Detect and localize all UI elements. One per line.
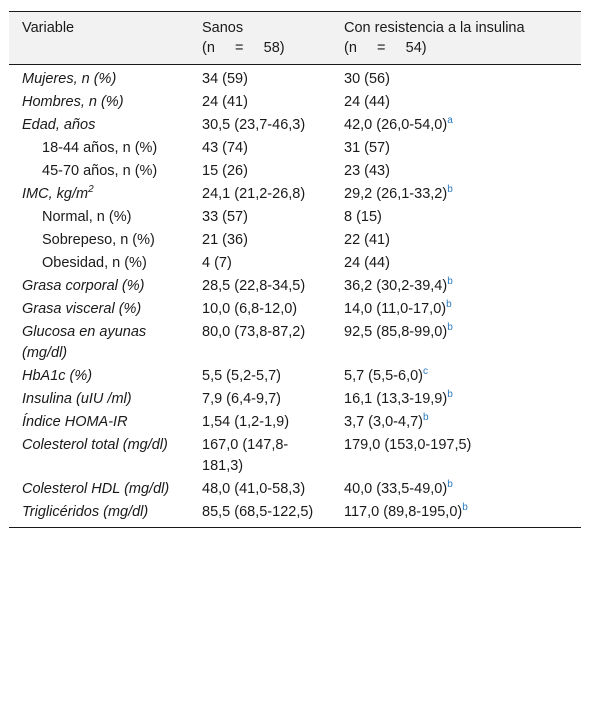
cell-variable: Obesidad, n (%) (42, 255, 147, 271)
cell-resistencia: 5,7 (5,5-6,0)c (344, 366, 428, 384)
cell-sanos: 28,5 (22,8-34,5) (202, 278, 306, 294)
table-row: Sobrepeso, n (%) 21 (36) 22 (41) (9, 229, 581, 252)
footnote-marker[interactable]: b (447, 389, 453, 401)
table-row: Insulina (uIU /ml) 7,9 (6,4-9,7) 16,1 (13,… (9, 388, 581, 411)
cell-resistencia: 31 (57) (344, 140, 390, 156)
cell-variable: Colesterol total (mg/dl) (22, 437, 168, 453)
cell-resistencia: 24 (44) (344, 255, 390, 271)
table-row: Triglicéridos (mg/dl) 85,5 (68,5-122,5) 11… (9, 501, 581, 528)
cell-resistencia: 117,0 (89,8-195,0)b (331, 501, 581, 528)
cell-variable: HbA1c (%) (22, 368, 93, 384)
cell-sanos: 4 (7) (202, 255, 232, 271)
data-table: Variable Sanos (n = 58) Con resistencia … (9, 11, 581, 528)
cell-resistencia: 23 (43) (344, 163, 390, 179)
cell-variable: 18-44 años, n (%) (42, 140, 158, 156)
cell-sanos: 48,0 (41,0-58,3) (202, 481, 306, 497)
cell-sanos: 34 (59) (202, 71, 248, 87)
cell-variable: Mujeres, n (%) (22, 71, 117, 87)
cell-resistencia: 92,5 (85,8-99,0)b (344, 322, 453, 340)
cell-resistencia: 22 (41) (344, 232, 390, 248)
cell-variable: Grasa visceral (%) (22, 301, 142, 317)
header-variable: Variable (9, 11, 189, 65)
cell-resistencia: 24 (44) (344, 94, 390, 110)
table-row: 18-44 años, n (%) 43 (74) 31 (57) (9, 137, 581, 160)
cell-sanos: 15 (26) (202, 163, 248, 179)
cell-variable: Sobrepeso, n (%) (42, 232, 155, 248)
cell-variable: Triglicéridos (mg/dl) (9, 501, 189, 528)
cell-resistencia: 36,2 (30,2-39,4)b (344, 276, 453, 294)
cell-variable: Grasa corporal (%) (22, 278, 145, 294)
data-table-container: Variable Sanos (n = 58) Con resistencia … (9, 11, 581, 528)
footnote-marker[interactable]: b (447, 322, 453, 334)
cell-variable: Índice HOMA-IR (22, 414, 128, 430)
cell-resistencia: 30 (56) (344, 71, 390, 87)
table-header-row: Variable Sanos (n = 58) Con resistencia … (9, 11, 581, 65)
footnote-marker[interactable]: a (447, 115, 453, 127)
footnote-marker[interactable]: b (462, 502, 468, 514)
cell-sanos: 10,0 (6,8-12,0) (202, 301, 298, 317)
cell-variable: Normal, n (%) (42, 209, 132, 225)
cell-variable: Hombres, n (%) (22, 94, 124, 110)
cell-variable: Colesterol HDL (mg/dl) (22, 481, 170, 497)
cell-sanos: 24 (41) (202, 94, 248, 110)
header-sanos: Sanos (n = 58) (189, 11, 331, 65)
cell-resistencia: 179,0 (153,0-197,5) (344, 437, 472, 453)
cell-resistencia: 14,0 (11,0-17,0)b (344, 299, 452, 317)
table-row: Obesidad, n (%) 4 (7) 24 (44) (9, 252, 581, 275)
footnote-marker[interactable]: b (447, 479, 453, 491)
cell-variable: IMC, kg/m2 (22, 184, 94, 202)
header-sanos-n: (n = 58) (202, 40, 285, 56)
cell-resistencia: 16,1 (13,3-19,9)b (344, 389, 453, 407)
cell-sanos: 85,5 (68,5-122,5) (189, 501, 331, 528)
cell-resistencia: 3,7 (3,0-4,7)b (344, 412, 429, 430)
cell-sanos: 7,9 (6,4-9,7) (202, 391, 281, 407)
table-row: Grasa visceral (%) 10,0 (6,8-12,0) 14,0 (1… (9, 298, 581, 321)
table-row: Grasa corporal (%) 28,5 (22,8-34,5) 36,2 (… (9, 275, 581, 298)
table-row: Normal, n (%) 33 (57) 8 (15) (9, 206, 581, 229)
cell-variable: Glucosa en ayunas (mg/dl) (22, 324, 147, 361)
header-resistencia-n: (n = 54) (344, 40, 427, 56)
cell-sanos: 24,1 (21,2-26,8) (202, 186, 306, 202)
table-row: 45-70 años, n (%) 15 (26) 23 (43) (9, 160, 581, 183)
table-row: IMC, kg/m2 24,1 (21,2-26,8) 29,2 (26,1-33,… (9, 183, 581, 206)
cell-variable: 45-70 años, n (%) (42, 163, 158, 179)
table-row: Glucosa en ayunas (mg/dl) 80,0 (73,8-87,2… (9, 321, 581, 365)
footnote-marker[interactable]: c (423, 366, 428, 378)
cell-sanos: 167,0 (147,8-181,3) (202, 437, 289, 474)
cell-resistencia: 42,0 (26,0-54,0)a (344, 115, 453, 133)
cell-resistencia: 40,0 (33,5-49,0)b (344, 479, 453, 497)
table-row: Hombres, n (%) 24 (41) 24 (44) (9, 91, 581, 114)
cell-sanos: 30,5 (23,7-46,3) (202, 117, 306, 133)
footnote-marker[interactable]: b (447, 276, 453, 288)
footnote-marker[interactable]: b (446, 299, 452, 311)
cell-sanos: 1,54 (1,2-1,9) (202, 414, 290, 430)
table-row: Índice HOMA-IR 1,54 (1,2-1,9) 3,7 (3,0-4,7… (9, 411, 581, 434)
cell-sanos: 5,5 (5,2-5,7) (202, 368, 281, 384)
table-row: HbA1c (%) 5,5 (5,2-5,7) 5,7 (5,5-6,0)c (9, 365, 581, 388)
cell-variable: Edad, años (22, 117, 96, 133)
table-body: Mujeres, n (%) 34 (59) 30 (56) Hombres, n (… (9, 65, 581, 528)
table-row: Colesterol HDL (mg/dl) 48,0 (41,0-58,3) 40… (9, 478, 581, 501)
cell-sanos: 21 (36) (202, 232, 248, 248)
table-row: Mujeres, n (%) 34 (59) 30 (56) (9, 65, 581, 92)
cell-resistencia: 29,2 (26,1-33,2)b (344, 184, 453, 202)
cell-sanos: 80,0 (73,8-87,2) (202, 324, 306, 340)
table-row: Colesterol total (mg/dl) 167,0 (147,8-181… (9, 434, 581, 478)
footnote-marker[interactable]: b (423, 412, 429, 424)
table-row: Edad, años 30,5 (23,7-46,3) 42,0 (26,0-54,… (9, 114, 581, 137)
cell-variable: Insulina (uIU /ml) (22, 391, 132, 407)
cell-resistencia: 8 (15) (344, 209, 382, 225)
header-resistencia: Con resistencia a la insulina (n = 54) (331, 11, 581, 65)
cell-sanos: 33 (57) (202, 209, 248, 225)
unit-superscript: 2 (88, 184, 94, 196)
footnote-marker[interactable]: b (447, 184, 453, 196)
cell-sanos: 43 (74) (202, 140, 248, 156)
